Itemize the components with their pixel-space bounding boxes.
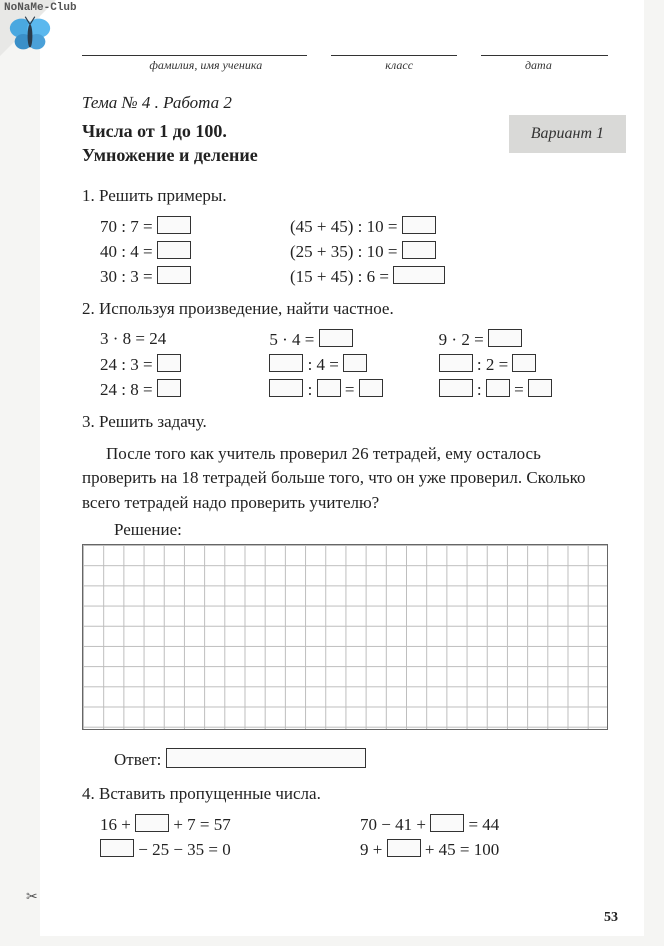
title-block: Тема № 4 . Работа 2 Числа от 1 до 100. У… — [82, 93, 608, 168]
worksheet-page: фамилия, имя ученика класс дата Тема № 4… — [40, 0, 644, 936]
expr: 16 + — [100, 815, 135, 834]
butterfly-icon — [6, 14, 54, 54]
expr: 70 : 7 = — [100, 217, 153, 236]
answer-box[interactable] — [439, 379, 473, 397]
date-line[interactable] — [481, 42, 608, 56]
expr: 9 + — [360, 840, 387, 859]
task1-heading: 1. Решить примеры. — [82, 186, 608, 206]
answer-box[interactable] — [488, 329, 522, 347]
class-line[interactable] — [331, 42, 458, 56]
answer-box[interactable] — [402, 216, 436, 234]
expr: 9 · 2 = — [439, 330, 484, 349]
task3-heading: 3. Решить задачу. — [82, 412, 608, 432]
solution-grid[interactable] — [82, 544, 608, 730]
scissors-icon: ✂ — [26, 889, 38, 906]
expr: : 2 = — [473, 355, 509, 374]
answer-box[interactable] — [387, 839, 421, 857]
expr: (25 + 35) : 10 = — [290, 242, 397, 261]
answer-box[interactable] — [439, 354, 473, 372]
task3-text: После того как учитель проверил 26 тетра… — [82, 442, 608, 516]
expr: 24 : 8 = — [100, 380, 153, 399]
answer-box[interactable] — [157, 354, 181, 372]
answer-box[interactable] — [319, 329, 353, 347]
expr: + 7 = 57 — [169, 815, 231, 834]
task4-heading: 4. Вставить пропущенные числа. — [82, 784, 608, 804]
answer-row: Ответ: — [114, 748, 608, 770]
task4-body: 16 + + 7 = 57 70 − 41 + = 44 − 25 − 35 =… — [100, 814, 608, 860]
answer-box[interactable] — [157, 241, 191, 259]
expr: (45 + 45) : 10 = — [290, 217, 397, 236]
answer-box[interactable] — [512, 354, 536, 372]
answer-box[interactable] — [343, 354, 367, 372]
answer-box[interactable] — [430, 814, 464, 832]
answer-box[interactable] — [269, 379, 303, 397]
expr: 3 · 8 = 24 — [100, 329, 166, 348]
tema-line: Тема № 4 . Работа 2 — [82, 93, 608, 113]
page-number: 53 — [604, 910, 618, 926]
answer-box[interactable] — [269, 354, 303, 372]
task1-body: 70 : 7 = (45 + 45) : 10 = 40 : 4 = (25 +… — [100, 216, 608, 287]
class-label: класс — [330, 58, 469, 73]
answer-box[interactable] — [402, 241, 436, 259]
answer-box[interactable] — [135, 814, 169, 832]
expr: 5 · 4 = — [269, 330, 314, 349]
header-labels: фамилия, имя ученика класс дата — [82, 58, 608, 73]
expr: 30 : 3 = — [100, 267, 153, 286]
expr: = 44 — [464, 815, 499, 834]
expr: − 25 − 35 = 0 — [134, 840, 231, 859]
answer-box[interactable] — [359, 379, 383, 397]
watermark: NoNaMe-Club — [4, 2, 77, 14]
solution-label: Решение: — [114, 520, 608, 540]
name-line[interactable] — [82, 42, 307, 56]
answer-box[interactable] — [157, 216, 191, 234]
expr: (15 + 45) : 6 = — [290, 267, 389, 286]
expr: 40 : 4 = — [100, 242, 153, 261]
task2-body: 3 · 8 = 24 5 · 4 = 9 · 2 = 24 : 3 = : 4 … — [100, 329, 608, 400]
answer-box[interactable] — [528, 379, 552, 397]
answer-box[interactable] — [157, 266, 191, 284]
name-label: фамилия, имя ученика — [82, 58, 330, 73]
expr: 70 − 41 + — [360, 815, 430, 834]
expr: + 45 = 100 — [421, 840, 500, 859]
answer-label: Ответ: — [114, 750, 161, 769]
answer-box[interactable] — [486, 379, 510, 397]
expr: 24 : 3 = — [100, 355, 153, 374]
date-label: дата — [469, 58, 608, 73]
answer-box[interactable] — [166, 748, 366, 768]
task2-heading: 2. Используя произведение, найти частное… — [82, 299, 608, 319]
answer-box[interactable] — [393, 266, 445, 284]
expr: : 4 = — [303, 355, 339, 374]
variant-badge: Вариант 1 — [509, 115, 626, 153]
answer-box[interactable] — [100, 839, 134, 857]
header-blank-lines — [82, 42, 608, 56]
answer-box[interactable] — [317, 379, 341, 397]
answer-box[interactable] — [157, 379, 181, 397]
